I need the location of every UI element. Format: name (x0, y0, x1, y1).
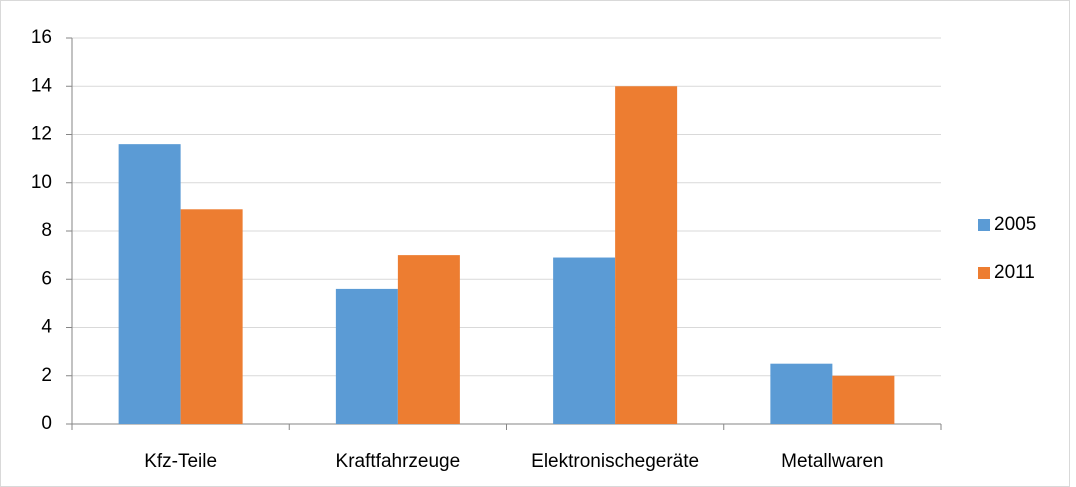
bar (832, 375, 895, 424)
y-tick-label: 0 (41, 413, 52, 434)
bar (335, 288, 398, 424)
y-tick-label: 12 (31, 124, 52, 145)
x-tick-label: Elektronischegeräte (531, 451, 699, 472)
bar (553, 257, 616, 424)
y-tick-label: 8 (41, 220, 52, 241)
y-tick-label: 10 (31, 172, 52, 193)
bar (615, 86, 678, 424)
legend-label: 2005 (994, 214, 1036, 235)
bar (770, 363, 833, 424)
legend-swatch (978, 219, 990, 231)
legend-label: 2011 (994, 262, 1035, 283)
legend-swatch (978, 267, 990, 279)
x-tick-label: Kraftfahrzeuge (336, 451, 461, 472)
y-tick-label: 6 (41, 268, 52, 289)
bar (118, 144, 181, 424)
y-tick-label: 2 (41, 365, 52, 386)
y-tick-label: 16 (31, 27, 52, 48)
bar (180, 209, 243, 424)
x-tick-label: Metallwaren (781, 451, 883, 472)
y-tick-label: 14 (31, 75, 53, 96)
x-tick-label: Kfz-Teile (144, 451, 217, 472)
bar (397, 255, 460, 424)
y-tick-label: 4 (41, 317, 52, 338)
